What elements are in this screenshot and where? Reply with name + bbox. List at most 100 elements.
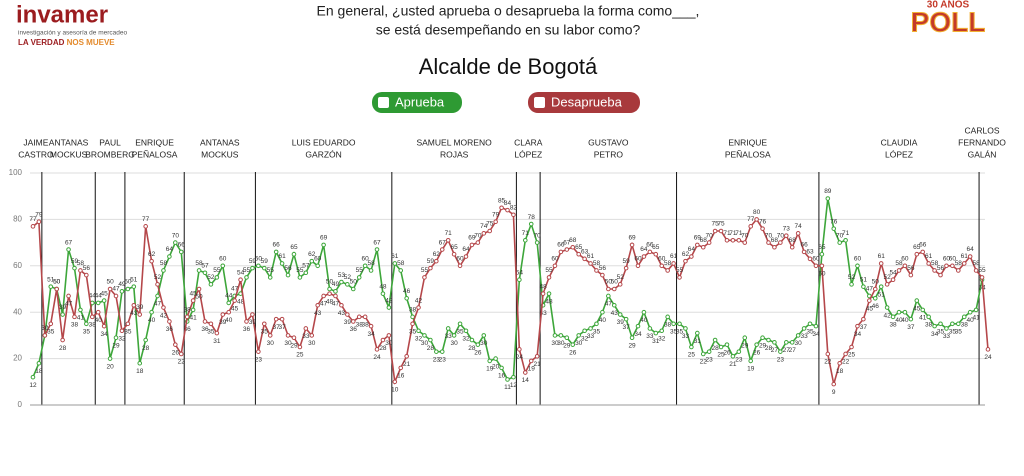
data-label: 11 [504, 384, 511, 391]
data-label: 28 [765, 345, 773, 352]
data-label: 28 [59, 345, 67, 352]
data-label: 35 [261, 329, 269, 336]
point [843, 237, 848, 243]
point [600, 309, 605, 315]
data-label: 50 [605, 279, 613, 286]
data-label: 65 [652, 244, 660, 251]
point [528, 358, 534, 364]
point [683, 258, 688, 264]
data-label: 60 [219, 256, 227, 263]
point [279, 261, 285, 266]
data-label: 32 [462, 335, 470, 342]
data-label: 65 [913, 244, 921, 251]
point [386, 305, 392, 310]
data-label: 44 [225, 293, 233, 300]
data-label: 36 [201, 326, 209, 333]
data-label: 31 [652, 338, 660, 345]
point [588, 326, 593, 331]
point [173, 342, 178, 347]
data-label: 70 [706, 232, 714, 239]
data-label: 51 [860, 276, 868, 283]
data-label: 12 [510, 382, 518, 389]
y-tick-label: 60 [13, 261, 22, 270]
point [522, 237, 528, 243]
point [849, 282, 854, 287]
data-label: 57 [302, 262, 310, 269]
data-label: 67 [65, 239, 73, 246]
point [220, 263, 226, 269]
data-label: 35 [670, 329, 678, 336]
point [606, 286, 611, 292]
point [920, 249, 926, 255]
data-label: 40 [95, 317, 103, 324]
data-label: 43 [539, 310, 547, 317]
data-label: 33 [445, 333, 453, 340]
data-label: 85 [498, 198, 506, 205]
data-label: 22 [842, 359, 850, 366]
point [843, 351, 848, 357]
data-label: 68 [789, 237, 797, 244]
period-label: CLARA [514, 137, 543, 147]
data-label: 65 [818, 244, 826, 251]
point [831, 226, 837, 231]
data-label: 43 [314, 310, 322, 317]
data-label: 45 [231, 305, 239, 312]
point [706, 240, 712, 245]
point [107, 356, 113, 361]
point [517, 347, 522, 352]
point [795, 333, 801, 338]
data-label: 45 [101, 290, 109, 297]
data-label: 39 [219, 319, 227, 326]
point [647, 326, 653, 331]
data-label: 39 [344, 319, 352, 326]
data-label: 26 [723, 349, 731, 356]
thumb-down [534, 97, 545, 108]
question-1: En general, ¿usted aprueba o desaprueba … [317, 3, 700, 19]
data-label: 32 [581, 335, 589, 342]
period-label: GARZÓN [305, 149, 341, 159]
point [564, 247, 570, 252]
data-label: 49 [118, 281, 126, 288]
point [872, 286, 878, 292]
point [107, 286, 113, 292]
data-label: 59 [623, 258, 631, 265]
data-label: 50 [124, 279, 132, 286]
point [404, 353, 409, 359]
data-label: 29 [563, 342, 571, 349]
point [137, 360, 143, 366]
data-label: 21 [729, 361, 737, 368]
point [671, 321, 676, 327]
point [30, 374, 36, 380]
point [273, 316, 279, 322]
data-label: 28 [711, 345, 719, 352]
data-label: 55 [296, 267, 304, 274]
data-label: 29 [628, 342, 636, 349]
data-label: 30 [421, 340, 429, 347]
data-label: 50 [611, 279, 619, 286]
data-label: 31 [694, 338, 702, 345]
data-label: 23 [735, 356, 743, 363]
point [149, 258, 154, 264]
point [861, 284, 866, 289]
data-label: 61 [391, 253, 399, 260]
data-label: 38 [184, 307, 192, 314]
point [588, 261, 593, 266]
data-label: 60 [362, 256, 370, 263]
point [754, 342, 759, 347]
point [250, 265, 255, 271]
data-label: 59 [427, 258, 435, 265]
data-label: 58 [195, 260, 203, 267]
point [872, 295, 878, 301]
point [979, 275, 985, 280]
data-label: 30 [557, 340, 565, 347]
data-label: 27 [783, 347, 791, 354]
point [30, 224, 36, 229]
point [285, 272, 291, 278]
point [772, 244, 777, 250]
data-label: 32 [118, 335, 126, 342]
point [967, 309, 973, 315]
point [72, 265, 77, 271]
point [416, 305, 421, 310]
data-label: 36 [166, 326, 174, 333]
data-label: 58 [931, 260, 939, 267]
